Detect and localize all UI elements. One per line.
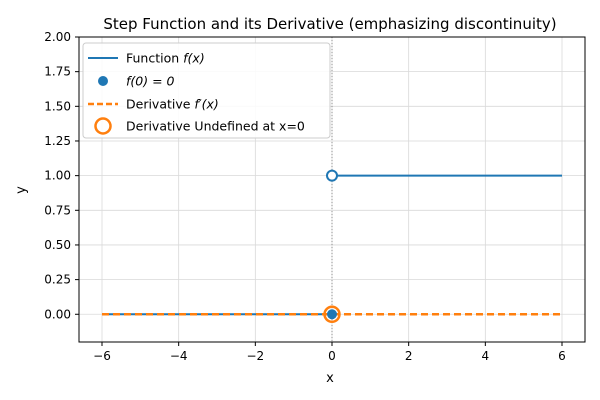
legend-box [82,42,331,139]
chart-title: Step Function and its Derivative (emphas… [103,15,556,33]
x-tick-label: −2 [246,349,264,363]
y-tick-label: 2.00 [44,30,71,44]
y-tick-label: 1.25 [44,134,71,148]
y-tick-label: 1.75 [44,65,71,79]
x-axis-label: x [326,371,334,386]
y-axis-label: y [14,186,29,194]
legend-label: Derivative f′(x) [126,97,219,112]
x-tick-label: 0 [328,349,336,363]
y-tick-label: 0.00 [44,307,71,321]
legend-swatch-f0 [98,76,108,86]
legend-label: f(0) = 0 [126,74,175,89]
x-tick-label: −4 [170,349,188,363]
y-tick-label: 0.50 [44,238,71,252]
x-tick-label: 2 [405,349,413,363]
plot-data [102,37,562,342]
legend-swatch-undefined [94,117,112,135]
axis-ticks: −6 −4 −2 0 2 4 6 0.00 0.25 0.50 0.75 1.00 1.25 1.50 1.… [44,30,566,363]
legend-label: Derivative Undefined at x=0 [126,119,305,134]
y-tick-label: 1.00 [44,169,71,183]
y-tick-label: 1.50 [44,99,71,113]
open-point-marker [326,169,338,182]
legend: Function f(x) f(0) = 0 Derivative f′(x) Der… [82,42,331,139]
x-tick-label: 6 [558,349,566,363]
f0-point-marker [327,309,337,320]
x-tick-label: 4 [482,349,490,363]
y-tick-label: 0.25 [44,273,71,287]
x-tick-label: −6 [93,349,111,363]
derivative-undefined-marker [323,305,341,324]
legend-label: Function f(x) [126,51,205,66]
y-tick-label: 0.75 [44,203,71,217]
